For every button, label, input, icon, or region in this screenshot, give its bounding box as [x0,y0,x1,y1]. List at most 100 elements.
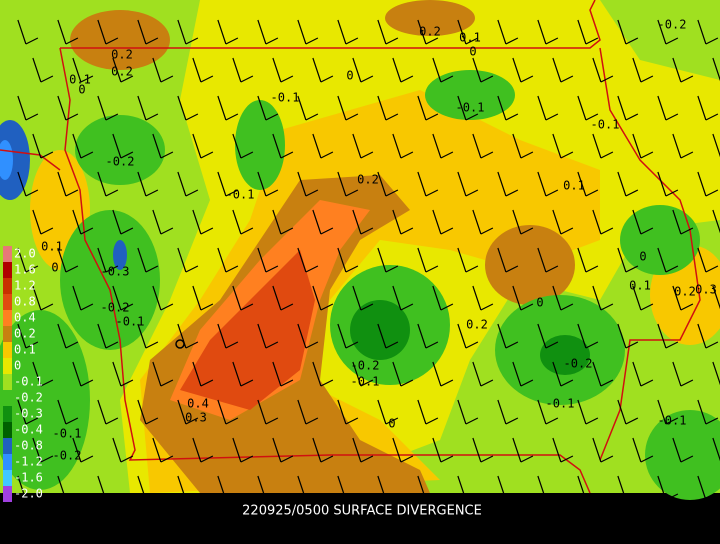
barb-shaft [177,19,187,45]
barb-flag [480,303,494,311]
barb-flag [680,151,694,159]
barb-flag [25,113,39,121]
field-pos-02d [385,0,475,36]
barb-flag [200,455,214,463]
contour-label: -0.1 [546,397,575,411]
barb-flag [480,455,494,463]
barb-shaft [512,437,522,463]
barb-shaft [257,399,267,425]
barb-shaft [472,133,482,159]
border-east [599,47,701,461]
barb-shaft [377,399,387,425]
contour-label: 0.3 [185,411,207,425]
barb-flag [200,151,214,159]
barb-shaft [657,95,667,121]
barb-shaft [672,57,682,83]
contour-label: 0.1 [41,240,63,254]
barb-shaft [57,95,67,121]
barb-shaft [297,95,307,121]
barb-flag [305,113,319,121]
barb-shaft [472,361,482,387]
barb-shaft [577,95,587,121]
barb-flag [585,37,599,45]
barb-shaft [632,361,642,387]
contour-label: 0.2 [466,318,488,332]
legend-swatch [3,454,12,470]
barb-shaft [537,19,547,45]
barb-shaft [97,95,107,121]
barb-shaft [17,19,27,45]
barb-flag [440,455,454,463]
barb-flag [40,151,54,159]
contour-label: -0.1 [591,118,620,132]
barb-shaft [417,399,427,425]
barb-flag [625,113,639,121]
barb-shaft [297,19,307,45]
legend-label: 0 [14,359,21,373]
color-legend: 2.0 1.6 1.2 0.8 0.4 0.2 0.1 0 -0.1 -0.2 -0.3 -0.4 -0… [3,246,43,502]
field-pos-08 [180,250,315,410]
barb-flag [560,455,574,463]
barb-shaft [417,95,427,121]
barb-flag [600,455,614,463]
barb-flag [240,227,254,235]
barb-shaft [217,95,227,121]
barb-flag [520,455,534,463]
barb-flag [265,417,279,425]
barb-shaft [217,171,227,197]
barb-flag [480,379,494,387]
barb-shaft [312,209,322,235]
barb-flag [480,75,494,83]
barb-shaft [177,95,187,121]
legend-label: 1.6 [14,263,36,277]
contour-label: 0 [469,45,476,59]
barb-shaft [537,95,547,121]
barb-shaft [392,437,402,463]
barb-flag [65,417,79,425]
barb-flag [240,455,254,463]
barb-shaft [392,285,402,311]
barb-flag [400,75,414,83]
barb-flag [520,379,534,387]
contour-label: -0.2 [351,359,380,373]
legend-label: -0.1 [14,375,43,389]
barb-shaft [432,437,442,463]
barb-flag [145,265,159,273]
barb-flag [240,303,254,311]
barb-flag [480,227,494,235]
barb-shaft [137,247,147,273]
contour-label: 0 [346,69,353,83]
barb-flag [25,341,39,349]
barb-shaft [577,323,587,349]
barb-flag [665,341,679,349]
barb-flag [425,265,439,273]
contour-label: 0.3 [695,283,717,297]
barb-flag [65,493,79,501]
barb-shaft [552,361,562,387]
barb-flag [705,37,719,45]
barb-shaft [392,57,402,83]
barb-flag [225,493,239,501]
barb-shaft [217,399,227,425]
barb-shaft [352,361,362,387]
contour-label: 0.1 [563,179,585,193]
contour-label: 0.1 [459,31,481,45]
barb-flag [265,189,279,197]
barb-shaft [272,133,282,159]
barb-flag [640,227,654,235]
barb-shaft [352,133,362,159]
legend-swatch [3,470,12,486]
barb-flag [185,189,199,197]
barb-flag [705,113,719,121]
contour-label: 0.1 [69,73,91,87]
barb-flag [280,151,294,159]
barb-flag [120,379,134,387]
barb-flag [305,265,319,273]
barb-shaft [152,437,162,463]
barb-flag [665,417,679,425]
legend-label: 0.4 [14,311,36,325]
barb-flag [625,493,639,501]
barb-flag [225,189,239,197]
barb-flag [25,265,39,273]
legend-swatch [3,438,12,454]
